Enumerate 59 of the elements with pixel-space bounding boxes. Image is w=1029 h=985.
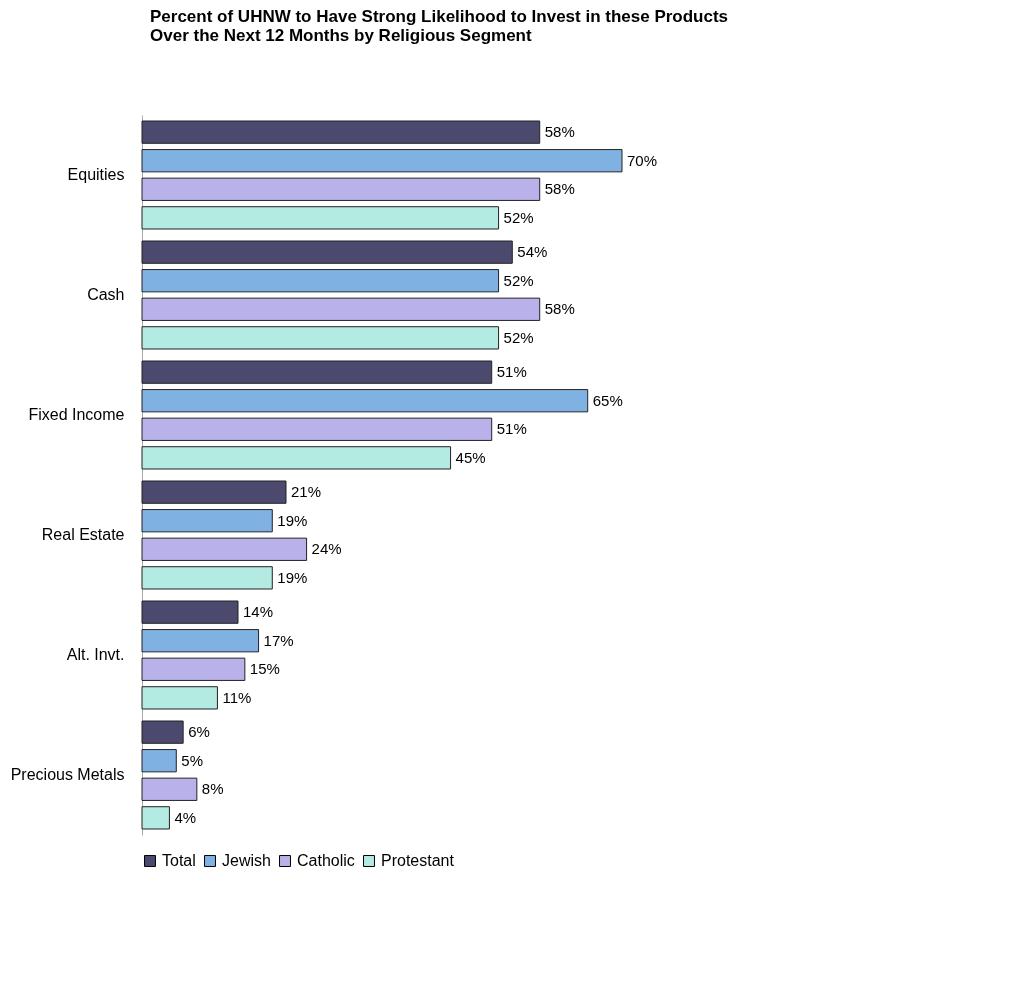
data-label: 70%: [627, 151, 658, 169]
y-tick-label: Precious Metals: [10, 766, 125, 783]
bar: [141, 297, 541, 321]
y-tick-label: Cash: [87, 286, 125, 303]
bar: [141, 446, 452, 470]
data-label: 51%: [496, 420, 527, 438]
bar: [141, 360, 493, 384]
data-label: 58%: [544, 123, 575, 141]
bar: [141, 389, 589, 413]
legend-label: Total: [162, 852, 196, 869]
bar: [141, 269, 500, 293]
data-label: 17%: [263, 631, 294, 649]
y-tick-label: Fixed Income: [28, 406, 125, 423]
legend-label: Catholic: [297, 852, 355, 869]
data-label: 45%: [455, 448, 486, 466]
legend-label: Protestant: [381, 852, 455, 869]
bar: [141, 480, 287, 504]
data-label: 15%: [249, 660, 280, 678]
data-label: 6%: [188, 723, 210, 741]
bar: [141, 657, 246, 681]
data-label: 52%: [503, 328, 534, 346]
data-label: 19%: [277, 511, 308, 529]
bar: [141, 206, 500, 230]
data-label: 14%: [243, 603, 274, 621]
data-label: 24%: [311, 540, 342, 558]
data-label: 58%: [544, 300, 575, 318]
y-tick-label: Equities: [67, 166, 125, 183]
data-label: 5%: [181, 751, 203, 769]
bar: [141, 120, 541, 144]
data-label: 52%: [503, 208, 534, 226]
bar: [141, 537, 308, 561]
data-label: 21%: [291, 483, 322, 501]
bar: [141, 806, 170, 830]
bar: [141, 149, 623, 173]
data-label: 19%: [277, 568, 308, 586]
data-label: 54%: [517, 243, 548, 261]
data-label: 52%: [503, 271, 534, 289]
data-label: 51%: [496, 363, 527, 381]
bar: [141, 566, 273, 590]
bar: [141, 417, 493, 441]
data-label: 4%: [174, 808, 197, 826]
data-label: 11%: [222, 688, 252, 706]
y-tick-label: Alt. Invt.: [66, 646, 125, 663]
data-label: 65%: [592, 391, 623, 409]
bar: [141, 600, 239, 624]
bar: [141, 629, 260, 653]
bar: [141, 509, 273, 533]
bar: [141, 240, 513, 264]
bar: [141, 326, 500, 350]
y-tick-label: Real Estate: [41, 526, 125, 543]
legend-label: Jewish: [222, 852, 271, 869]
bar: [141, 720, 184, 744]
bar: [141, 177, 541, 201]
data-label: 8%: [201, 780, 224, 798]
bar: [141, 749, 177, 773]
bar: [141, 777, 198, 801]
chart-title: Percent of UHNW to Have Strong Likelihood to Invest in these Products Over the Next 12 Months by Religious Segment: [150, 7, 729, 45]
bar: [141, 686, 218, 710]
data-label: 58%: [544, 180, 575, 198]
